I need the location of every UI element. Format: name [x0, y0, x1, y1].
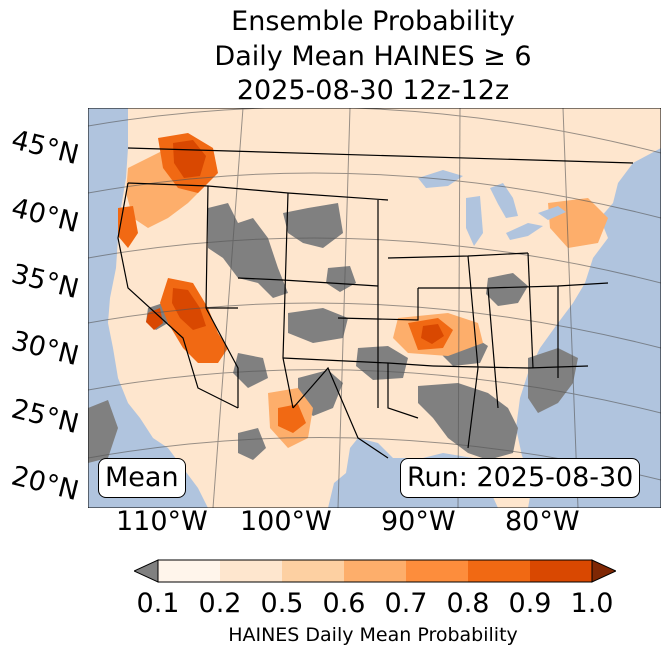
colorbar-label: HAINES Daily Mean Probability [228, 624, 518, 646]
title-line-3: 2025-08-30 12z-12z [236, 75, 510, 106]
colorbar-bin [282, 560, 345, 582]
lat-label-20n: 20°N [8, 460, 82, 508]
run-date-box: Run: 2025-08-30 [400, 458, 641, 498]
colorbar-bin [530, 560, 593, 582]
colorbar-bin [406, 560, 469, 582]
colorbar-bin [344, 560, 407, 582]
lat-label-25n: 25°N [8, 393, 82, 441]
colorbar-bin [158, 560, 221, 582]
lon-label-90w: 90°W [381, 506, 456, 537]
colorbar-bin [468, 560, 531, 582]
colorbar-tick-0.5: 0.5 [260, 588, 304, 619]
colorbar-tick-0.8: 0.8 [446, 588, 490, 619]
lon-label-80w: 80°W [505, 506, 580, 537]
lat-label-30n: 30°N [8, 325, 82, 373]
title-line-1: Ensemble Probability [231, 6, 515, 37]
lat-label-40n: 40°N [8, 192, 82, 240]
colorbar-tick-0.1: 0.1 [136, 588, 180, 619]
lon-label-100w: 100°W [240, 506, 332, 537]
lat-label-35n: 35°N [8, 258, 82, 306]
land-mass [108, 108, 661, 508]
colorbar-tick-0.7: 0.7 [384, 588, 428, 619]
colorbar-tick-0.6: 0.6 [322, 588, 366, 619]
colorbar-bin [220, 560, 283, 582]
title-line-2: Daily Mean HAINES ≥ 6 [214, 41, 532, 72]
colorbar-under-arrow [134, 559, 159, 583]
probability-map [88, 108, 661, 508]
colorbar-frame [157, 559, 593, 583]
graticule [88, 108, 661, 508]
colorbar [134, 559, 616, 583]
colorbar-tick-0.2: 0.2 [198, 588, 242, 619]
colorbar-tick-0.9: 0.9 [508, 588, 552, 619]
state-borders [117, 147, 634, 459]
colorbar-tick-1.0: 1.0 [570, 588, 614, 619]
lat-label-45n: 45°N [8, 124, 82, 172]
colorbar-over-arrow [591, 559, 616, 583]
lon-label-110w: 110°W [116, 506, 208, 537]
statistic-box: Mean [98, 458, 186, 498]
